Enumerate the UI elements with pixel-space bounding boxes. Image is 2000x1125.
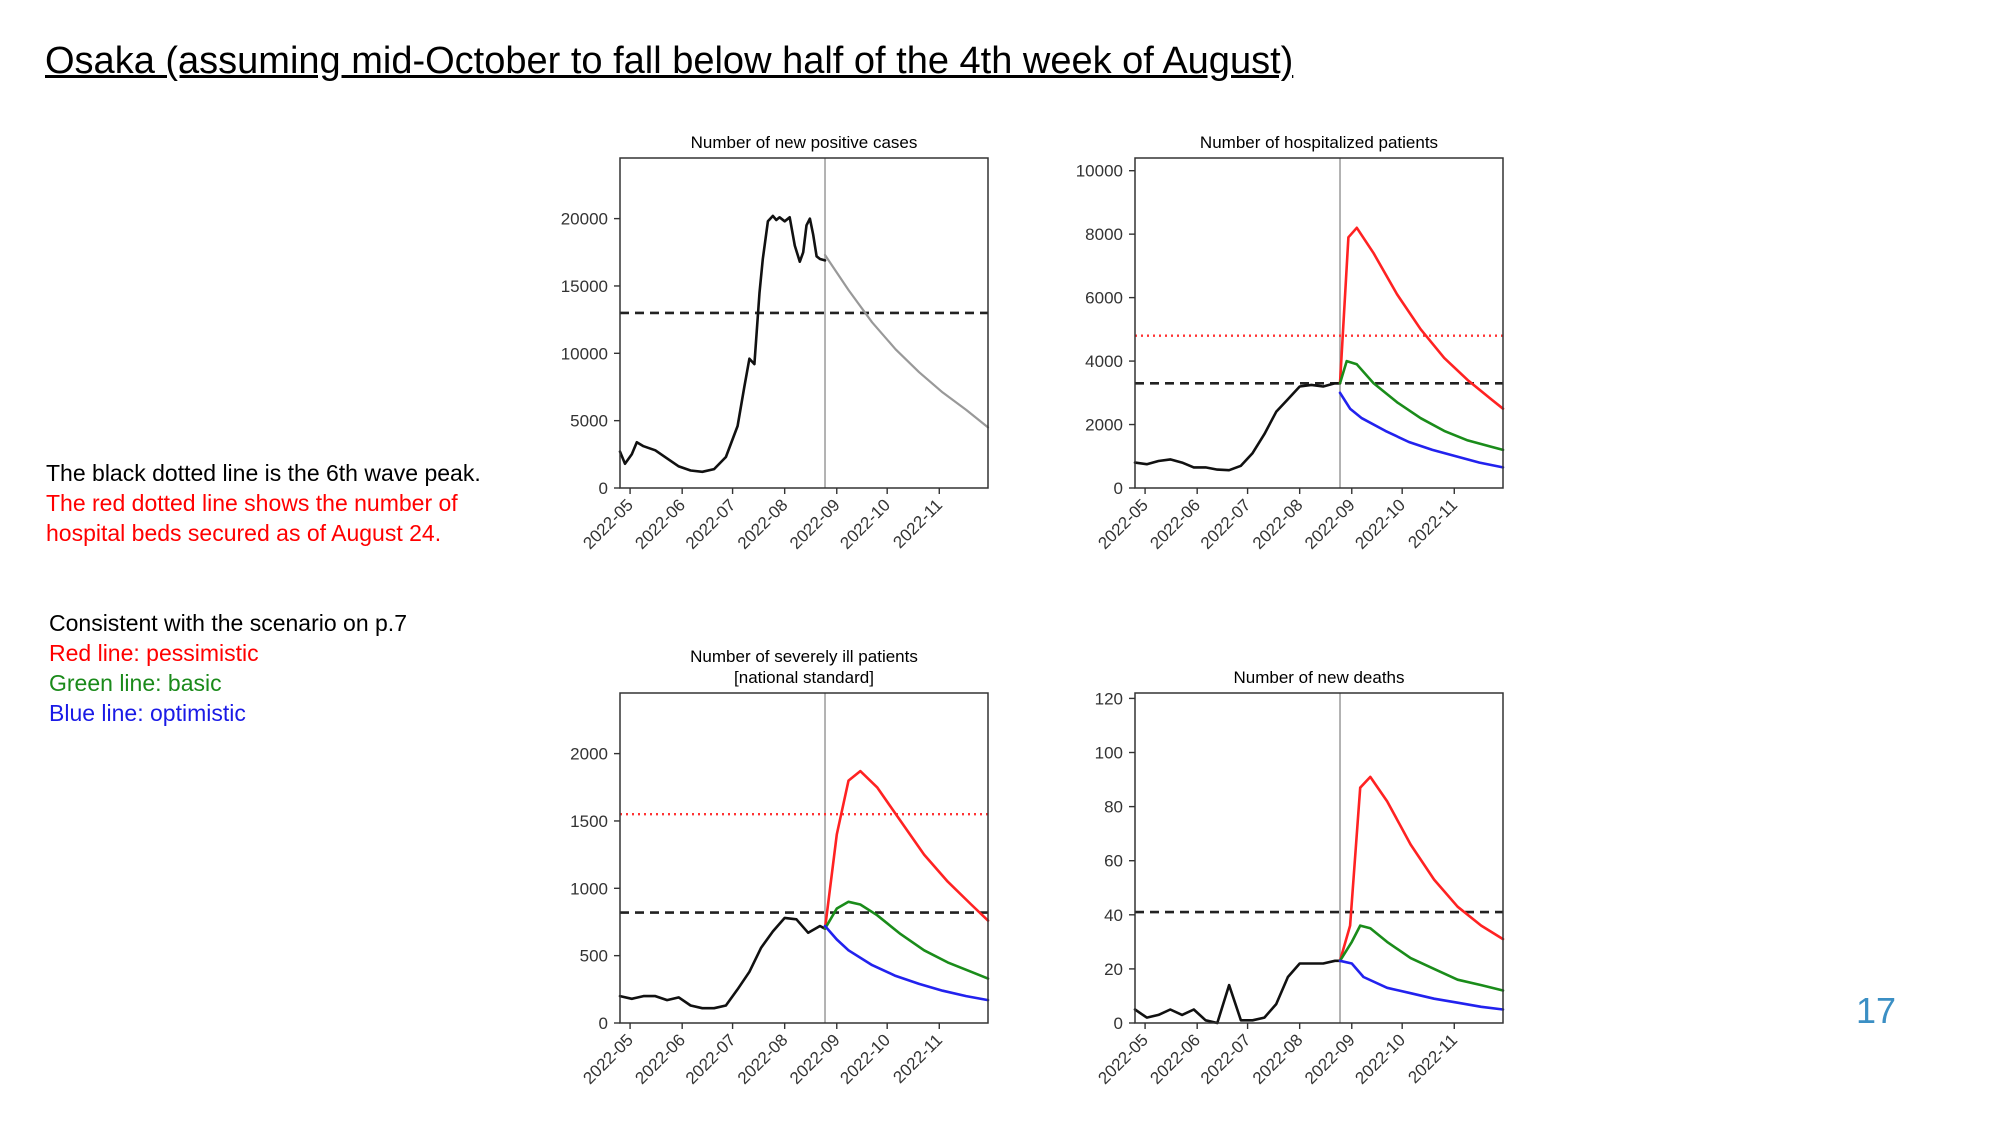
x-tick-label: 2022-10 bbox=[836, 495, 894, 553]
y-tick-label: 0 bbox=[1114, 1014, 1123, 1033]
line-legend-notes: The black dotted line is the 6th wave pe… bbox=[46, 458, 481, 548]
x-tick-label: 2022-11 bbox=[889, 1030, 946, 1087]
x-tick-label: 2022-05 bbox=[579, 1030, 637, 1088]
chart-title: [national standard] bbox=[734, 668, 874, 687]
y-tick-label: 1500 bbox=[570, 812, 608, 831]
y-tick-label: 0 bbox=[599, 1014, 608, 1033]
series-optimistic bbox=[1338, 391, 1505, 469]
y-tick-label: 120 bbox=[1095, 689, 1123, 708]
y-tick-label: 2000 bbox=[1085, 416, 1123, 435]
y-tick-label: 40 bbox=[1104, 906, 1123, 925]
series-optimistic bbox=[823, 924, 990, 1002]
x-tick-label: 2022-08 bbox=[1249, 1030, 1307, 1088]
x-tick-label: 2022-09 bbox=[786, 495, 844, 553]
basic-note: Green line: basic bbox=[49, 670, 222, 696]
series-pessimistic bbox=[1338, 775, 1505, 963]
series-basic bbox=[823, 900, 990, 980]
red-line-note-2: hospital beds secured as of August 24. bbox=[46, 520, 442, 546]
plot-frame bbox=[1134, 692, 1504, 1024]
black-line-note: The black dotted line is the 6th wave pe… bbox=[46, 460, 481, 486]
x-tick-label: 2022-08 bbox=[1249, 495, 1307, 553]
x-tick-label: 2022-06 bbox=[631, 1030, 689, 1088]
y-tick-label: 10000 bbox=[1076, 162, 1123, 181]
series-optimistic bbox=[1338, 959, 1505, 1011]
x-tick-label: 2022-10 bbox=[1351, 495, 1409, 553]
series-basic bbox=[1338, 924, 1505, 992]
x-tick-label: 2022-07 bbox=[682, 1030, 740, 1088]
red-line-note-1: The red dotted line shows the number of bbox=[46, 490, 458, 516]
series-observed bbox=[618, 916, 827, 1010]
page-number: 17 bbox=[1856, 990, 1897, 1031]
x-tick-label: 2022-07 bbox=[682, 495, 740, 553]
y-tick-label: 2000 bbox=[570, 745, 608, 764]
y-tick-label: 4000 bbox=[1085, 352, 1123, 371]
x-tick-label: 2022-07 bbox=[1197, 1030, 1255, 1088]
plot-frame bbox=[619, 157, 989, 489]
x-tick-label: 2022-08 bbox=[734, 1030, 792, 1088]
x-tick-label: 2022-07 bbox=[1197, 495, 1255, 553]
y-tick-label: 100 bbox=[1095, 744, 1123, 763]
x-tick-label: 2022-06 bbox=[1146, 495, 1204, 553]
x-tick-label: 2022-10 bbox=[1351, 1030, 1409, 1088]
pessimistic-note: Red line: pessimistic bbox=[49, 640, 259, 666]
x-tick-label: 2022-09 bbox=[1301, 1030, 1359, 1088]
y-tick-label: 5000 bbox=[570, 412, 608, 431]
slide-title: Osaka (assuming mid-October to fall belo… bbox=[45, 40, 1294, 82]
hospitalized-patients-chart: Number of hospitalized patients 0 2000 4000… bbox=[1076, 133, 1505, 553]
chart-title: Number of new deaths bbox=[1233, 668, 1404, 687]
series-basic bbox=[1338, 359, 1505, 452]
x-tick-label: 2022-11 bbox=[1404, 495, 1461, 552]
x-tick-label: 2022-11 bbox=[1404, 1030, 1461, 1087]
y-tick-label: 80 bbox=[1104, 798, 1123, 817]
x-tick-label: 2022-06 bbox=[631, 495, 689, 553]
optimistic-note: Blue line: optimistic bbox=[49, 700, 246, 726]
x-tick-label: 2022-05 bbox=[1094, 495, 1152, 553]
y-tick-label: 20 bbox=[1104, 960, 1123, 979]
series-pessimistic bbox=[823, 769, 990, 931]
series-observed bbox=[618, 214, 827, 474]
x-tick-label: 2022-11 bbox=[889, 495, 946, 552]
new-positive-cases-chart: Number of new positive cases 0 5000 10000 15… bbox=[561, 133, 990, 553]
chart-title: Number of new positive cases bbox=[691, 133, 918, 152]
y-tick-label: 500 bbox=[580, 947, 608, 966]
chart-title: Number of hospitalized patients bbox=[1200, 133, 1438, 152]
scenario-notes: Consistent with the scenario on p.7 Red … bbox=[49, 608, 407, 728]
x-tick-label: 2022-05 bbox=[579, 495, 637, 553]
x-tick-label: 2022-05 bbox=[1094, 1030, 1152, 1088]
y-tick-label: 0 bbox=[1114, 479, 1123, 498]
chart-title: Number of severely ill patients bbox=[690, 647, 918, 666]
x-tick-label: 2022-09 bbox=[786, 1030, 844, 1088]
severely-ill-patients-chart: Number of severely ill patients [national… bbox=[570, 647, 990, 1088]
series-projection bbox=[823, 253, 990, 429]
y-tick-label: 1000 bbox=[570, 879, 608, 898]
y-tick-label: 15000 bbox=[561, 277, 608, 296]
x-tick-label: 2022-06 bbox=[1146, 1030, 1204, 1088]
series-observed bbox=[1133, 959, 1342, 1025]
y-tick-label: 10000 bbox=[561, 344, 608, 363]
y-tick-label: 20000 bbox=[561, 210, 608, 229]
y-tick-label: 60 bbox=[1104, 852, 1123, 871]
new-deaths-chart: Number of new deaths 0 20 40 60 80 100 120 2022-… bbox=[1094, 668, 1505, 1088]
x-tick-label: 2022-09 bbox=[1301, 495, 1359, 553]
y-tick-label: 6000 bbox=[1085, 289, 1123, 308]
series-observed bbox=[1133, 381, 1342, 472]
x-tick-label: 2022-08 bbox=[734, 495, 792, 553]
series-pessimistic bbox=[1338, 226, 1505, 411]
plot-frame bbox=[1134, 157, 1504, 489]
x-tick-label: 2022-10 bbox=[836, 1030, 894, 1088]
y-tick-label: 0 bbox=[599, 479, 608, 498]
plot-frame bbox=[619, 692, 989, 1024]
y-tick-label: 8000 bbox=[1085, 225, 1123, 244]
scenario-intro: Consistent with the scenario on p.7 bbox=[49, 610, 407, 636]
